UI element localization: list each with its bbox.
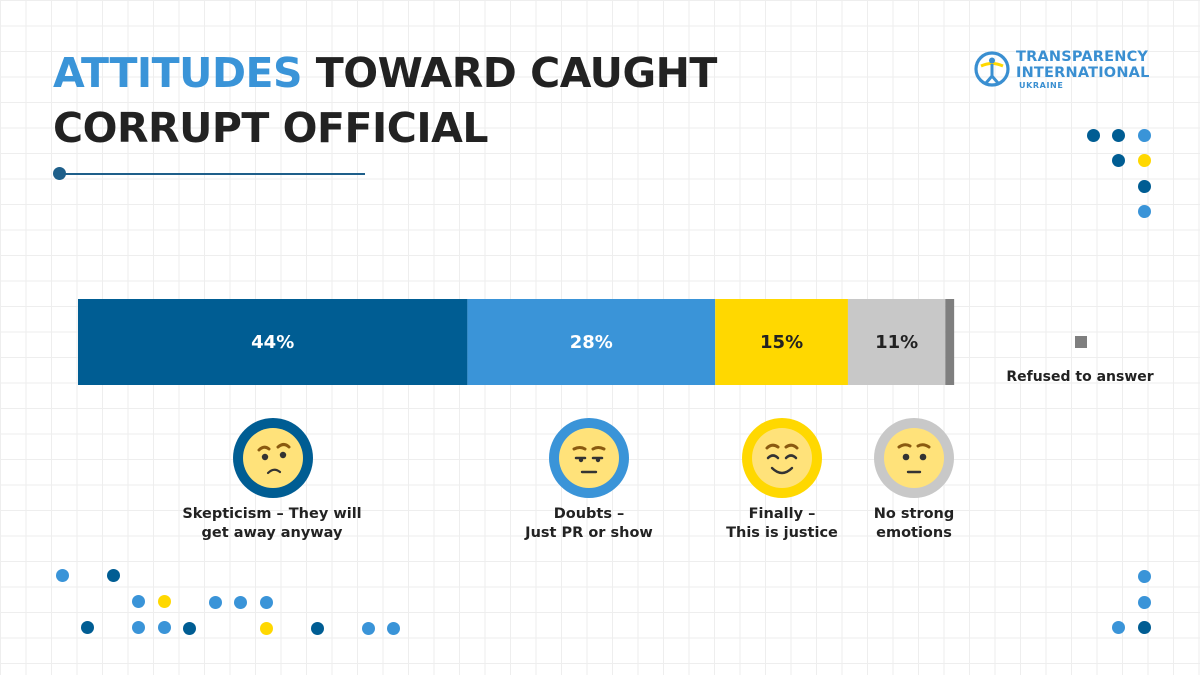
title-underline bbox=[60, 173, 365, 175]
decor-dot bbox=[311, 622, 324, 635]
decor-dot bbox=[1138, 621, 1151, 634]
decor-dot bbox=[1138, 129, 1151, 142]
decor-dot bbox=[387, 622, 400, 635]
caption-line: Finally – bbox=[748, 506, 816, 522]
smiling-face-icon bbox=[742, 418, 822, 498]
decor-dot bbox=[107, 569, 120, 582]
decor-dot bbox=[132, 621, 145, 634]
title-rest: TOWARD CAUGHT bbox=[302, 49, 718, 97]
bar-segment-3 bbox=[847, 299, 946, 385]
decor-dot bbox=[260, 596, 273, 609]
decor-dot bbox=[1138, 154, 1151, 167]
decor-dot bbox=[209, 596, 222, 609]
bar-value-label-1: 28% bbox=[569, 331, 613, 353]
caption-doubts: Doubts – Just PR or show bbox=[489, 505, 689, 543]
legend-label-refused: Refused to answer bbox=[1006, 369, 1154, 385]
logo-text-line-1: TRANSPARENCY bbox=[1016, 49, 1149, 65]
decor-dot bbox=[158, 621, 171, 634]
bar-segment-1 bbox=[467, 299, 716, 385]
caption-line: emotions bbox=[876, 525, 952, 541]
title-line-2: CORRUPT OFFICIAL bbox=[53, 104, 489, 152]
decor-dot bbox=[362, 622, 375, 635]
decor-dot bbox=[1138, 180, 1151, 193]
doubtful-face-icon bbox=[549, 418, 629, 498]
transparency-international-logo: TRANSPARENCY INTERNATIONAL UKRAINE bbox=[973, 48, 1155, 92]
bar-segment-4 bbox=[945, 299, 955, 385]
bar-segment-2 bbox=[715, 299, 848, 385]
decor-dot bbox=[81, 621, 94, 634]
caption-line: get away anyway bbox=[201, 525, 343, 541]
caption-skepticism: Skepticism – They will get away anyway bbox=[172, 505, 372, 543]
decor-dot bbox=[1138, 570, 1151, 583]
caption-finally: Finally – This is justice bbox=[682, 505, 882, 543]
decor-dot bbox=[183, 622, 196, 635]
caption-line: Skepticism – They will bbox=[182, 506, 362, 522]
caption-line: This is justice bbox=[726, 525, 838, 541]
decor-dot bbox=[132, 595, 145, 608]
decor-dot bbox=[260, 622, 273, 635]
neutral-face-icon bbox=[874, 418, 954, 498]
decor-dot bbox=[56, 569, 69, 582]
page-title: ATTITUDES TOWARD CAUGHT CORRUPT OFFICIAL bbox=[53, 46, 717, 156]
logo-icon bbox=[974, 51, 1010, 87]
legend-swatch-refused bbox=[1075, 336, 1087, 348]
decor-dot bbox=[234, 596, 247, 609]
bar-segment-0 bbox=[78, 299, 468, 385]
bar-value-label-2: 15% bbox=[760, 331, 804, 353]
decor-dot bbox=[1112, 621, 1125, 634]
decor-dot bbox=[1112, 129, 1125, 142]
bar-value-label-0: 44% bbox=[251, 331, 295, 353]
decor-dot bbox=[1112, 154, 1125, 167]
bar-value-label-3: 11% bbox=[875, 331, 919, 353]
title-underline-dot bbox=[53, 167, 66, 180]
logo-text-line-3: UKRAINE bbox=[1019, 81, 1064, 90]
caption-line: No strong bbox=[873, 506, 955, 522]
title-highlight: ATTITUDES bbox=[53, 49, 303, 97]
decor-dot bbox=[1087, 129, 1100, 142]
decor-dot bbox=[158, 595, 171, 608]
caption-line: Just PR or show bbox=[525, 525, 653, 541]
decor-dot bbox=[1138, 205, 1151, 218]
decor-dot bbox=[1138, 596, 1151, 609]
caption-no-strong-emotions: No strong emotions bbox=[814, 505, 1014, 543]
skeptical-face-icon bbox=[233, 418, 313, 498]
caption-line: Doubts – bbox=[553, 506, 625, 522]
logo-text-line-2: INTERNATIONAL bbox=[1016, 65, 1150, 81]
